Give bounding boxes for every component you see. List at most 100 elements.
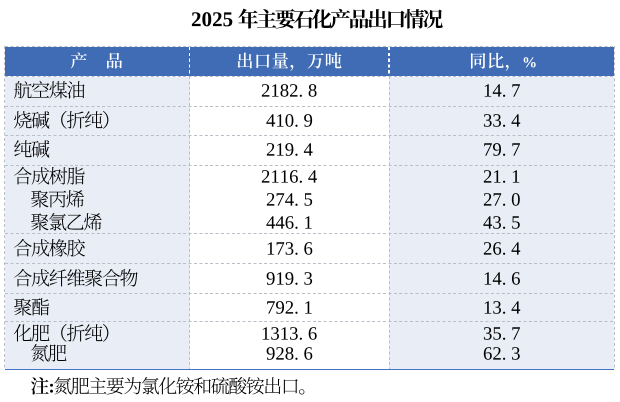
footnote-label: 注: xyxy=(30,377,55,395)
column-header-yoy-label: 同比，% xyxy=(469,52,536,72)
table-row: 化肥（折纯）氮肥 1313.6 928.6 35.7 62.3 xyxy=(5,321,615,369)
cell-line: 919.3 xyxy=(190,263,390,292)
cell-line: 43.5 xyxy=(389,210,614,233)
table-side-border xyxy=(4,46,5,369)
cell-line: 219.4 xyxy=(190,135,390,165)
row-separator xyxy=(4,292,614,294)
table-row: 烧碱（折纯） 410.9 33.4 xyxy=(5,106,615,136)
cell-line: 烧碱（折纯） xyxy=(5,105,190,135)
column-header-yoy: 同比，% xyxy=(389,47,614,76)
cell-line: 21.1 xyxy=(389,165,614,188)
cell-line: 35.7 xyxy=(389,323,614,343)
product-value: 聚丙烯 xyxy=(30,190,84,208)
yoy-cell: 35.7 62.3 xyxy=(389,323,614,363)
header-band xyxy=(4,47,614,76)
cell-line: 274.5 xyxy=(190,187,390,210)
cell-line: 446.1 xyxy=(190,210,390,233)
table-side-border xyxy=(613,46,615,369)
cell-line: 410.9 xyxy=(190,105,390,135)
volume-value: 173.6 xyxy=(266,239,313,257)
cell-line: 聚酯 xyxy=(5,292,190,321)
yoy-cell: 33.4 xyxy=(389,105,614,135)
product-cell: 化肥（折纯）氮肥 xyxy=(5,323,190,363)
table-top-border xyxy=(4,46,614,48)
product-cell: 合成纤维聚合物 xyxy=(5,263,190,292)
yoy-cell: 14.6 xyxy=(389,263,614,292)
yoy-value: 35.7 xyxy=(483,324,521,342)
cell-line: 聚丙烯 xyxy=(5,187,190,210)
cell-line: 合成纤维聚合物 xyxy=(5,263,190,292)
row-separator xyxy=(4,263,614,265)
yoy-cell: 14.7 xyxy=(389,76,614,106)
table-row: 合成树脂聚丙烯聚氯乙烯 2116.4 274.5 446.1 21.1 27.0 43.5 xyxy=(5,165,615,234)
product-cell: 纯碱 xyxy=(5,135,190,165)
cell-line: 792.1 xyxy=(190,292,390,321)
row-separator xyxy=(4,233,614,235)
column-separator xyxy=(189,75,190,369)
product-value: 聚氯乙烯 xyxy=(30,212,102,231)
cell-line: 纯碱 xyxy=(5,135,190,165)
cell-line: 14.7 xyxy=(389,76,614,106)
page-title: 2025 年主要石化产品出口情况 xyxy=(191,8,443,35)
table-row: 纯碱 219.4 79.7 xyxy=(5,135,615,165)
volume-value: 2182.8 xyxy=(261,81,317,99)
yoy-cell: 79.7 xyxy=(389,135,614,165)
table-row: 聚酯 792.1 13.4 xyxy=(5,293,615,322)
cell-line: 化肥（折纯） xyxy=(5,323,190,343)
yoy-value: 14.6 xyxy=(483,269,521,287)
volume-value: 1313.6 xyxy=(261,324,317,342)
yoy-value: 21.1 xyxy=(483,167,521,185)
yoy-cell: 13.4 xyxy=(389,292,614,321)
volume-value: 919.3 xyxy=(266,269,313,287)
column-header-volume-label: 出口量，万吨 xyxy=(236,52,342,72)
page-title-text: 2025 年主要石化产品出口情况 xyxy=(191,8,443,29)
volume-value: 446.1 xyxy=(266,213,313,231)
cell-line: 14.6 xyxy=(389,263,614,292)
cell-line: 62.3 xyxy=(389,343,614,363)
cell-line: 2116.4 xyxy=(190,165,390,188)
cell-line: 合成橡胶 xyxy=(5,233,190,263)
cell-line: 26.4 xyxy=(389,233,614,263)
volume-value: 219.4 xyxy=(266,140,313,158)
volume-cell: 2182.8 xyxy=(190,76,390,106)
yoy-value: 14.7 xyxy=(483,81,521,99)
product-value: 合成纤维聚合物 xyxy=(13,268,138,287)
volume-cell: 410.9 xyxy=(190,105,390,135)
cell-line: 27.0 xyxy=(389,187,614,210)
product-cell: 烧碱（折纯） xyxy=(5,105,190,135)
footnote: 注:氮肥主要为氯化铵和硫酸铵出口。 xyxy=(30,377,317,395)
band-yoy-column xyxy=(389,77,614,369)
cell-line: 氮肥 xyxy=(5,343,190,363)
cell-line: 2182.8 xyxy=(190,76,390,106)
volume-value: 410.9 xyxy=(266,111,313,129)
cell-line: 航空煤油 xyxy=(5,76,190,106)
product-value: 烧碱（折纯） xyxy=(13,110,120,129)
yoy-cell: 26.4 xyxy=(389,233,614,263)
yoy-value: 62.3 xyxy=(483,344,521,362)
header-bottom-border xyxy=(4,75,614,77)
table-bottom-rule xyxy=(4,368,614,371)
product-value: 聚酯 xyxy=(13,297,49,316)
product-value: 纯碱 xyxy=(13,140,50,158)
table-row: 合成橡胶 173.6 26.4 xyxy=(5,233,615,263)
yoy-value: 79.7 xyxy=(483,140,521,158)
table-row: 航空煤油 2182.8 14.7 xyxy=(5,76,615,106)
volume-cell: 792.1 xyxy=(190,292,390,321)
product-cell: 聚酯 xyxy=(5,292,190,321)
volume-cell: 2116.4 274.5 446.1 xyxy=(190,165,390,234)
product-cell: 航空煤油 xyxy=(5,76,190,106)
product-value: 航空煤油 xyxy=(13,81,85,100)
volume-value: 274.5 xyxy=(266,190,313,208)
row-separator xyxy=(4,105,614,107)
volume-cell: 173.6 xyxy=(190,233,390,263)
row-separator xyxy=(4,135,614,136)
volume-value: 792.1 xyxy=(266,298,313,316)
product-value: 氮肥 xyxy=(31,344,67,362)
yoy-value: 13.4 xyxy=(483,298,521,316)
product-value: 合成橡胶 xyxy=(13,238,85,257)
column-separator-header xyxy=(388,47,390,76)
cell-line: 173.6 xyxy=(190,233,390,263)
volume-cell: 219.4 xyxy=(190,135,390,165)
volume-value: 2116.4 xyxy=(261,167,318,185)
